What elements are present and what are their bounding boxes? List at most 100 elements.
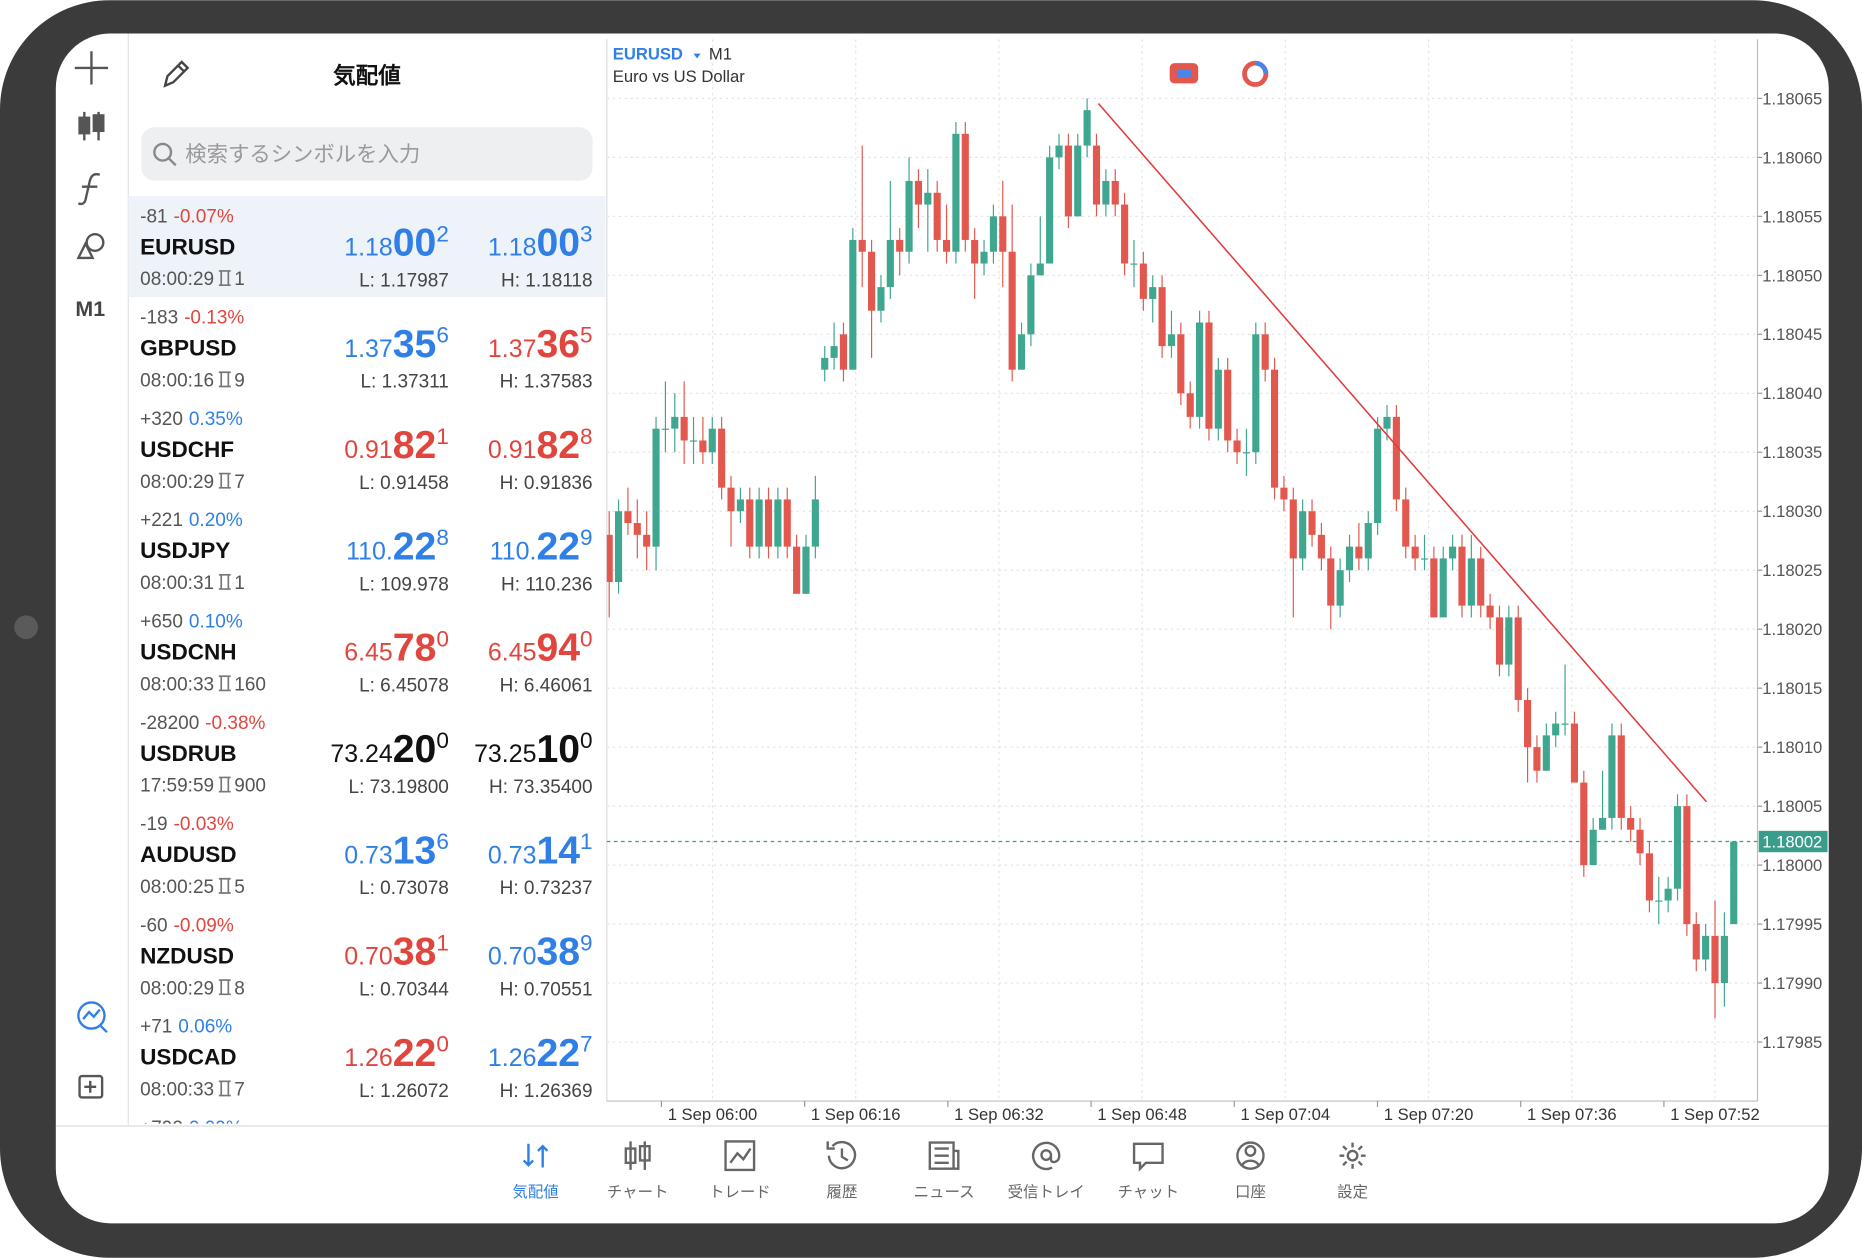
y-tick-label: 1.18035 [1762,443,1822,462]
ask-pips: 36 [536,323,580,366]
candle-body [924,192,932,205]
change-points: -183 [140,308,178,329]
ask-price: 0.91828 [488,424,593,467]
symbol-dropdown[interactable] [693,53,701,59]
spread: 7 [234,472,245,493]
candle-body [1317,534,1325,559]
ask-fraction: 8 [580,424,593,449]
candle-body [1495,617,1504,665]
spread: 1 [234,269,245,290]
spread: 7 [234,1080,245,1101]
search-box[interactable] [141,127,593,181]
day-low: L: 1.17987 [359,270,449,291]
ask-price: 1.37365 [488,323,593,366]
objects-icon-part [85,232,105,252]
change-percent: -0.09% [174,915,234,936]
quote-time: 08:00:29 [140,978,214,999]
bid-pips: 78 [393,627,437,670]
candle-body [1683,806,1691,925]
spread: 9 [234,371,245,392]
change: -183 -0.13% [140,308,244,329]
objects-icon[interactable] [76,241,95,260]
tab[interactable]: 履歴 [826,1140,858,1201]
candle-body [774,499,782,547]
candle-body [1392,416,1400,500]
tab[interactable]: チャット [1118,1142,1180,1201]
tab[interactable]: 気配値 [512,1143,559,1201]
day-high: H: 0.73237 [500,878,593,899]
crosshair-icon[interactable] [74,51,109,85]
candle-body [1111,180,1119,205]
chart-description: Euro vs US Dollar [613,67,745,86]
candle-body [661,428,669,430]
candle-body [1402,499,1410,547]
candle-body [1186,393,1194,417]
candle-body [624,511,632,524]
spread-icon [218,472,231,489]
candle-body [1252,334,1260,453]
candle-body [1608,735,1616,818]
candle-body [1505,617,1513,665]
tab[interactable]: トレード [709,1140,771,1201]
bid-fraction: 0 [436,626,449,651]
ask-price: 0.70389 [488,930,593,973]
x-tick-label: 1 Sep 06:16 [811,1105,901,1124]
bid-pips: 82 [393,424,437,467]
candle-body [1055,145,1063,158]
quote-time: 08:00:16 [140,371,214,392]
candle-body [1196,322,1204,417]
candle-body [1214,369,1222,429]
spread-icon [218,371,231,388]
candle-body [1589,829,1597,866]
spread: 1 [234,573,245,594]
day-high: H: 6.46061 [500,676,593,697]
screen [55,33,1829,1224]
ask-prefix: 0.91 [488,436,537,464]
change-percent: 0.20% [189,510,243,531]
quote-row[interactable]: +792 0.09% [140,1118,243,1139]
day-low: L: 0.70344 [359,979,449,1000]
chart-axis: 1.17985 1.17990 1.17995 1.18000 1.18005 1.180… [660,89,1828,1124]
tab[interactable]: 設定 [1337,1142,1368,1202]
candle-body [652,428,660,547]
change: +320 0.35% [140,409,243,430]
bid-price: 1.18002 [344,221,449,264]
x-tick-label: 1 Sep 06:48 [1097,1105,1187,1124]
day-low: L: 73.19800 [349,777,449,798]
indicator-icon[interactable] [77,173,101,206]
ask-prefix: 1.26 [488,1044,537,1072]
candle-body [1224,369,1232,441]
candle-body [1645,853,1653,901]
quote-time: 08:00:31 [140,573,214,594]
tab[interactable]: チャート [607,1141,669,1201]
timeframe-button[interactable]: M1 [75,297,105,321]
new-window-icon[interactable] [78,1074,104,1099]
ask-price: 1.18003 [488,221,593,264]
tab[interactable]: 口座 [1235,1141,1266,1202]
tab[interactable]: 受信トレイ [1008,1141,1085,1201]
day-low: L: 0.91458 [359,473,449,494]
quote-time: 08:00:29 [140,269,214,290]
change-points: +71 [140,1017,172,1038]
trend-line[interactable] [1097,103,1708,803]
tab[interactable]: ニュース [914,1141,975,1202]
symbol: NZDUSD [140,943,234,968]
candle-body [1345,546,1354,571]
edit-icon[interactable] [163,60,190,88]
trading-signals-icon[interactable] [77,1001,106,1030]
spread: 5 [234,877,245,898]
tab-icon [928,1141,960,1170]
spread-icon [218,1080,231,1097]
candle-body [1430,558,1438,618]
candle-body [896,239,904,252]
